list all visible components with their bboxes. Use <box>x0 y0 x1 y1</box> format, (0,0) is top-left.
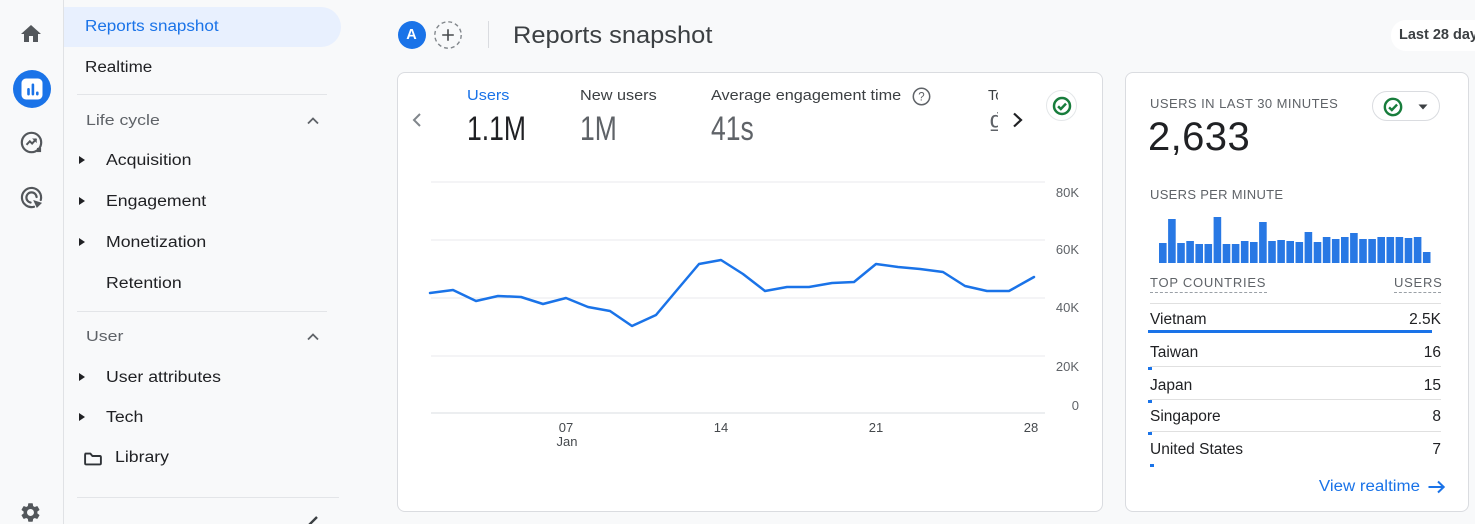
svg-text:07: 07 <box>559 420 573 435</box>
svg-text:20K: 20K <box>1056 359 1079 374</box>
svg-text:?: ? <box>918 92 924 104</box>
svg-text:60K: 60K <box>1056 242 1079 257</box>
svg-text:0: 0 <box>1072 398 1079 413</box>
svg-text:80K: 80K <box>1056 185 1079 200</box>
svg-text:14: 14 <box>714 420 728 435</box>
svg-text:28: 28 <box>1024 420 1038 435</box>
svg-text:21: 21 <box>869 420 883 435</box>
svg-text:Jan: Jan <box>557 434 578 449</box>
svg-text:40K: 40K <box>1056 300 1079 315</box>
